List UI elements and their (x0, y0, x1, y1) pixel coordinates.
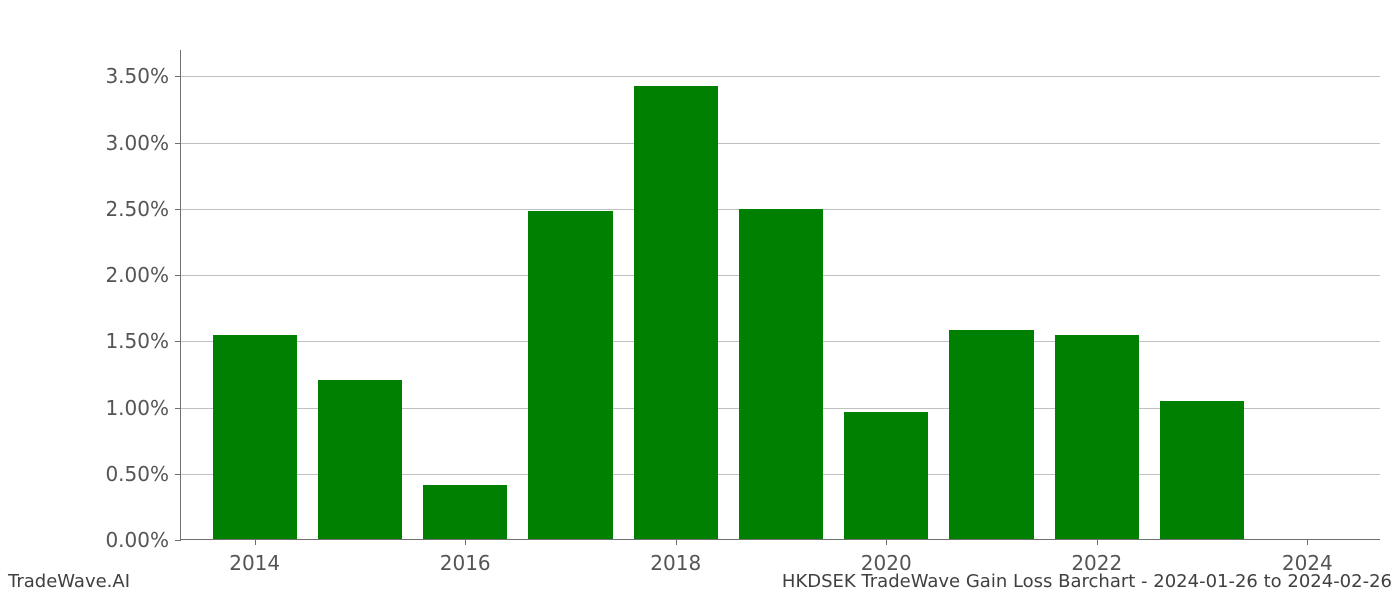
bar (423, 485, 507, 539)
ytick-mark (175, 540, 181, 541)
xtick-label: 2018 (650, 551, 701, 575)
bar (949, 330, 1033, 539)
ytick-mark (175, 143, 181, 144)
ytick-mark (175, 209, 181, 210)
ytick-label: 0.50% (105, 462, 169, 486)
xtick-mark (676, 539, 677, 545)
ytick-mark (175, 76, 181, 77)
chart-container: 0.00%0.50%1.00%1.50%2.00%2.50%3.00%3.50%… (180, 50, 1380, 540)
ytick-label: 0.00% (105, 528, 169, 552)
ytick-label: 3.50% (105, 64, 169, 88)
ytick-mark (175, 275, 181, 276)
bar (1055, 335, 1139, 539)
xtick-mark (1307, 539, 1308, 545)
bar (318, 380, 402, 539)
plot-area: 0.00%0.50%1.00%1.50%2.00%2.50%3.00%3.50%… (180, 50, 1380, 540)
ytick-mark (175, 408, 181, 409)
ytick-mark (175, 341, 181, 342)
ytick-label: 1.00% (105, 396, 169, 420)
xtick-mark (465, 539, 466, 545)
ytick-mark (175, 474, 181, 475)
bar (844, 412, 928, 539)
xtick-mark (886, 539, 887, 545)
xtick-label: 2014 (229, 551, 280, 575)
ytick-label: 2.00% (105, 263, 169, 287)
footer-right-text: HKDSEK TradeWave Gain Loss Barchart - 20… (782, 571, 1392, 592)
bar (528, 211, 612, 539)
xtick-label: 2016 (440, 551, 491, 575)
bar (634, 86, 718, 539)
ytick-label: 2.50% (105, 197, 169, 221)
ytick-label: 1.50% (105, 329, 169, 353)
xtick-mark (255, 539, 256, 545)
ytick-label: 3.00% (105, 131, 169, 155)
xtick-mark (1097, 539, 1098, 545)
bar (739, 209, 823, 539)
footer-left-text: TradeWave.AI (8, 571, 130, 592)
bar (1160, 401, 1244, 539)
gridline (181, 76, 1380, 77)
bar (213, 335, 297, 539)
gridline (181, 143, 1380, 144)
